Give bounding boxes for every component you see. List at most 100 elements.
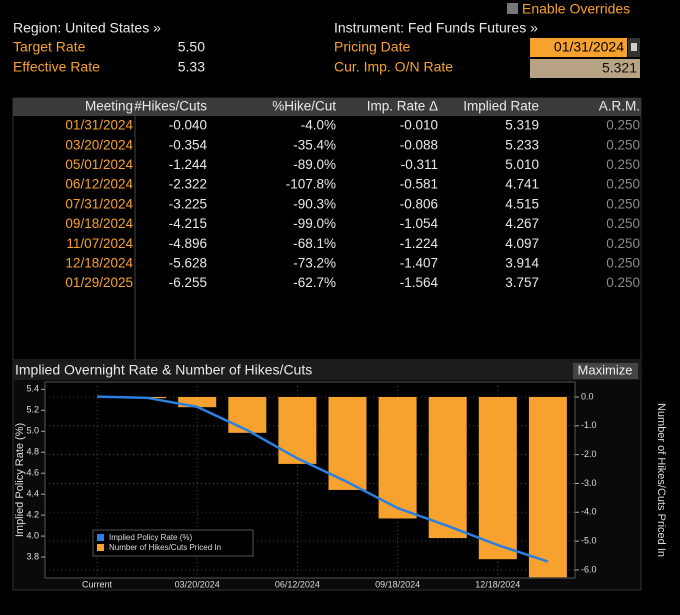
cell: 06/12/2024 — [65, 177, 133, 192]
value: 5.50 — [178, 39, 205, 55]
bar — [428, 396, 467, 539]
legend-label: Implied Policy Rate (%) — [109, 533, 192, 542]
y-tick-label: 4.6 — [26, 468, 39, 478]
cell: 5.319 — [505, 118, 539, 133]
rate-value: 5.321 — [602, 60, 637, 76]
cell: 5.233 — [505, 137, 539, 152]
bar — [378, 396, 417, 519]
maximize-button[interactable] — [573, 363, 638, 379]
cell: -0.040 — [169, 118, 207, 133]
cell: 0.250 — [606, 216, 640, 231]
instrument[interactable]: Instrument: Fed Funds Futures » — [334, 20, 538, 36]
legend-label: Number of Hikes/Cuts Priced In — [109, 543, 221, 552]
y2-tick-label: -5.0 — [581, 535, 597, 545]
bar — [278, 396, 317, 464]
x-tick-label: Current — [82, 579, 113, 589]
y2-tick-label: -2.0 — [581, 449, 597, 459]
cell: 01/31/2024 — [65, 118, 133, 133]
cell: -90.3% — [293, 196, 336, 211]
maximize-label: Maximize — [578, 362, 633, 377]
cell: -0.311 — [401, 157, 438, 172]
y-tick-label: 4.8 — [26, 447, 39, 457]
column-header: Implied Rate — [463, 99, 539, 114]
cell: -0.010 — [400, 118, 438, 133]
enable-overrides[interactable]: Enable Overrides — [522, 1, 630, 17]
cell: 3.914 — [505, 255, 539, 270]
cell: 05/01/2024 — [65, 157, 133, 172]
checkbox[interactable] — [507, 3, 518, 14]
y-tick-label: 4.0 — [26, 530, 39, 540]
column-header: A.R.M. — [599, 99, 640, 114]
x-tick-label: 12/18/2024 — [475, 579, 520, 589]
legend-swatch — [97, 544, 104, 551]
region[interactable]: Region: United States » — [13, 20, 161, 36]
cell: 0.250 — [606, 196, 640, 211]
x-tick-label: 09/18/2024 — [375, 579, 420, 589]
cell: 0.250 — [606, 137, 640, 152]
cell: 4.267 — [505, 216, 539, 231]
column-header: %Hike/Cut — [272, 99, 336, 114]
legend-swatch — [97, 534, 104, 541]
cell: -6.255 — [169, 275, 207, 290]
cell: -0.581 — [400, 177, 438, 192]
cell: 4.515 — [505, 196, 539, 211]
bar — [528, 396, 567, 578]
label: Effective Rate — [13, 59, 100, 75]
bar — [328, 396, 367, 490]
date-input[interactable] — [530, 38, 627, 57]
y-tick-label: 5.0 — [26, 426, 39, 436]
cell: -89.0% — [293, 157, 336, 172]
cell: -4.896 — [169, 236, 207, 251]
bar — [178, 396, 217, 408]
x-tick-label: 06/12/2024 — [275, 579, 320, 589]
cell: 03/20/2024 — [65, 137, 133, 152]
column-header: Imp. Rate Δ — [367, 99, 438, 114]
y-tick-label: 4.4 — [26, 489, 39, 499]
cell: -1.407 — [400, 255, 438, 270]
cell: -1.054 — [400, 216, 439, 231]
cell: -0.806 — [400, 196, 438, 211]
label: Cur. Imp. O/N Rate — [334, 59, 453, 75]
cell: -4.0% — [301, 118, 336, 133]
x-tick-label: 03/20/2024 — [175, 579, 220, 589]
cell: 0.250 — [606, 157, 640, 172]
cell: 4.097 — [505, 236, 539, 251]
y-tick-label: 5.4 — [26, 384, 39, 394]
cell: 11/07/2024 — [66, 236, 133, 251]
cell: -4.215 — [169, 216, 207, 231]
cell: -1.244 — [169, 157, 208, 172]
y2-tick-label: -1.0 — [581, 420, 597, 430]
table — [12, 97, 642, 361]
cell: 4.741 — [505, 177, 539, 192]
label: Target Rate — [13, 39, 86, 55]
cell: 5.010 — [505, 157, 539, 172]
y2-tick-label: -3.0 — [581, 478, 597, 488]
line — [96, 395, 549, 563]
cell: 12/18/2024 — [65, 255, 133, 270]
legend-box — [92, 529, 254, 557]
cell: 09/18/2024 — [65, 216, 133, 231]
y-axis-label: Implied Policy Rate (%) — [14, 423, 26, 537]
cell: 0.250 — [606, 177, 640, 192]
cell: 3.757 — [505, 275, 539, 290]
bar — [228, 396, 267, 433]
y-tick-label: 4.2 — [26, 509, 39, 519]
y2-tick-label: -6.0 — [581, 564, 597, 574]
cell: -0.088 — [400, 137, 438, 152]
cell: -73.2% — [293, 255, 336, 270]
cell: -5.628 — [169, 255, 207, 270]
cell: 01/29/2025 — [65, 275, 133, 290]
cell: -2.322 — [169, 177, 207, 192]
cell: -1.224 — [400, 236, 439, 251]
cell: 07/31/2024 — [65, 196, 133, 211]
calendar-icon — [631, 43, 637, 51]
bar — [478, 396, 517, 560]
cell: -35.4% — [293, 137, 336, 152]
column-header: #Hikes/Cuts — [134, 99, 207, 114]
chart-title-bar — [13, 362, 641, 380]
y-tick-label: 3.8 — [26, 551, 39, 561]
column-header: Meeting — [85, 99, 133, 114]
value: 5.33 — [178, 59, 205, 75]
cell: -99.0% — [293, 216, 336, 231]
